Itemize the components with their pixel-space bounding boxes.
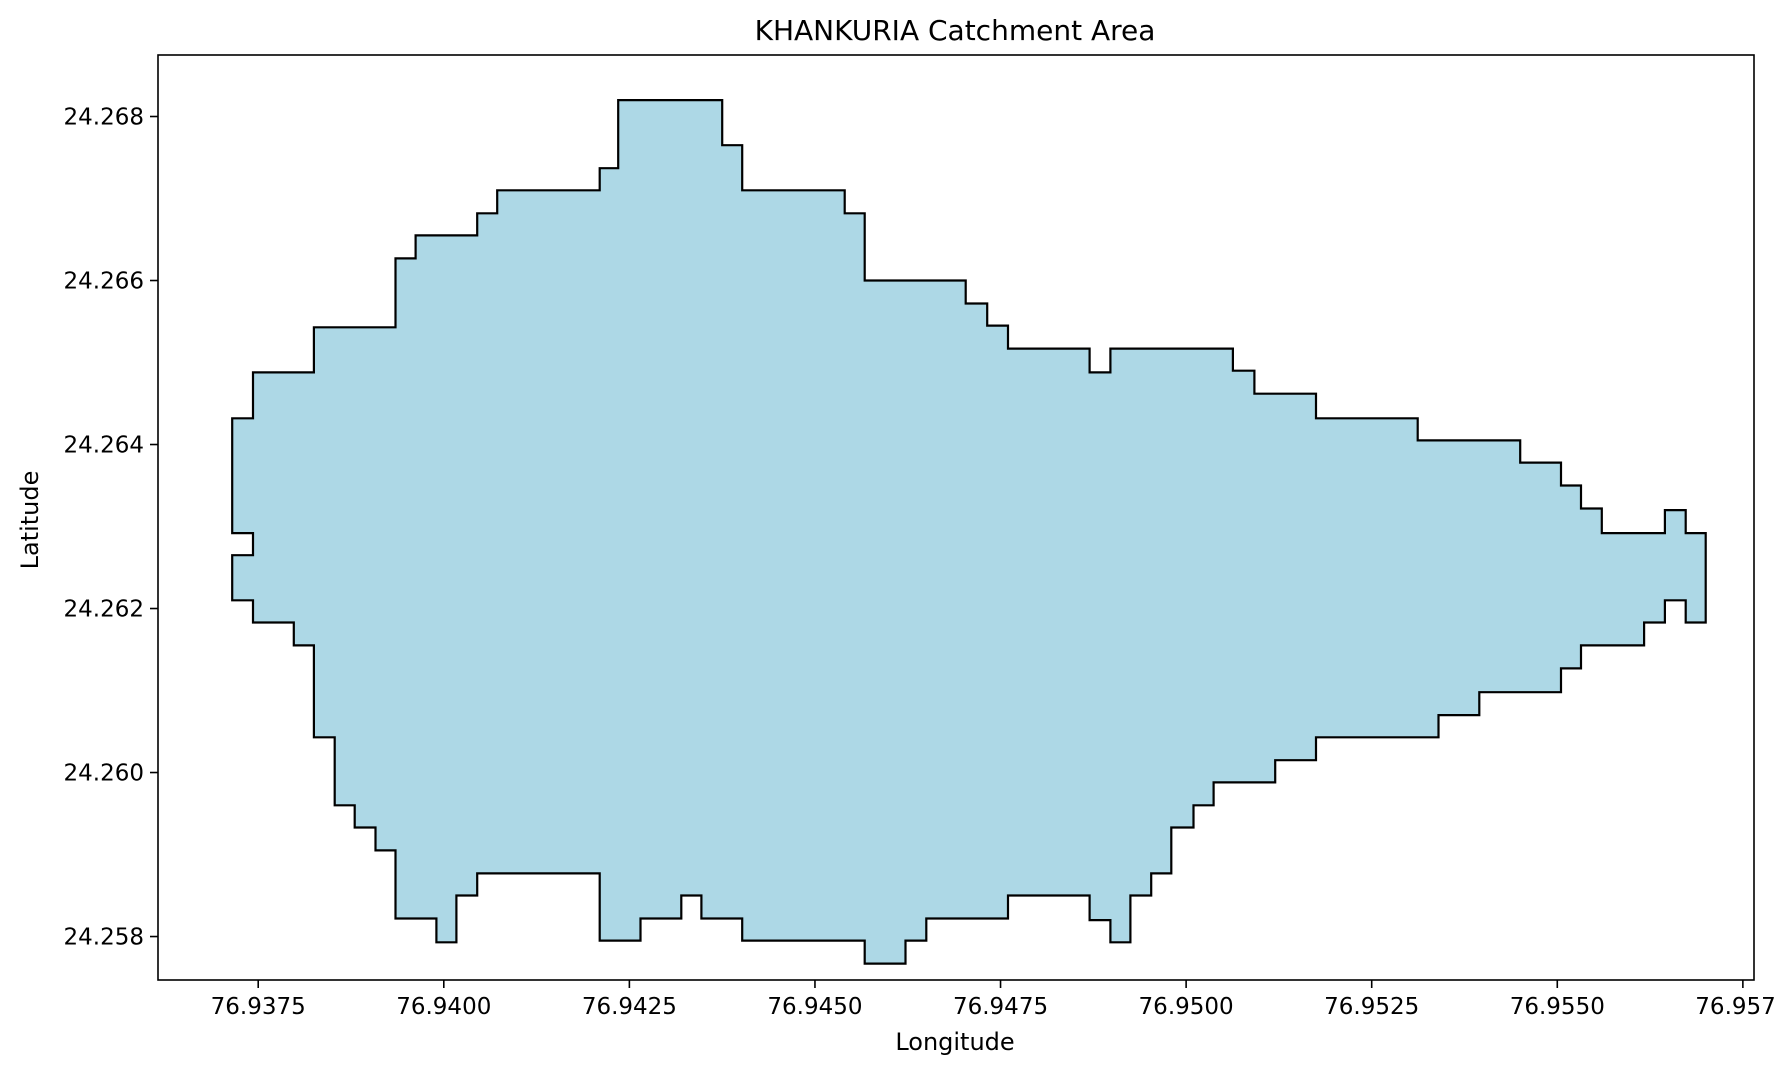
- x-tick-label: 76.9425: [582, 994, 677, 1020]
- x-axis: 76.9375 76.9400 76.9425 76.9450 76.9475 76.95…: [211, 980, 1776, 1020]
- catchment-polygon: [231, 98, 1707, 965]
- y-tick-label: 24.264: [64, 433, 144, 459]
- x-tick-label: 76.9400: [396, 994, 491, 1020]
- y-tick-label: 24.258: [64, 925, 144, 951]
- x-axis-label: Longitude: [895, 1028, 1014, 1056]
- y-tick-label: 24.260: [64, 761, 144, 787]
- chart-title: KHANKURIA Catchment Area: [755, 14, 1156, 47]
- x-tick-label: 76.9450: [767, 994, 862, 1020]
- plot-layer: [231, 98, 1707, 965]
- x-tick-label: 76.9550: [1510, 994, 1605, 1020]
- y-tick-label: 24.268: [64, 105, 144, 131]
- plot-frame: [157, 54, 1755, 981]
- y-axis: 24.258 24.260 24.262 24.264 24.266 24.268: [64, 105, 158, 951]
- x-tick-label: 76.9475: [953, 994, 1048, 1020]
- y-tick-label: 24.262: [64, 597, 144, 623]
- y-axis-label: Latitude: [16, 471, 44, 570]
- x-tick-label: 76.9375: [211, 994, 306, 1020]
- x-tick-label: 76.9575: [1695, 994, 1776, 1020]
- y-tick-label: 24.266: [64, 269, 144, 295]
- x-tick-label: 76.9525: [1324, 994, 1419, 1020]
- x-tick-label: 76.9500: [1139, 994, 1234, 1020]
